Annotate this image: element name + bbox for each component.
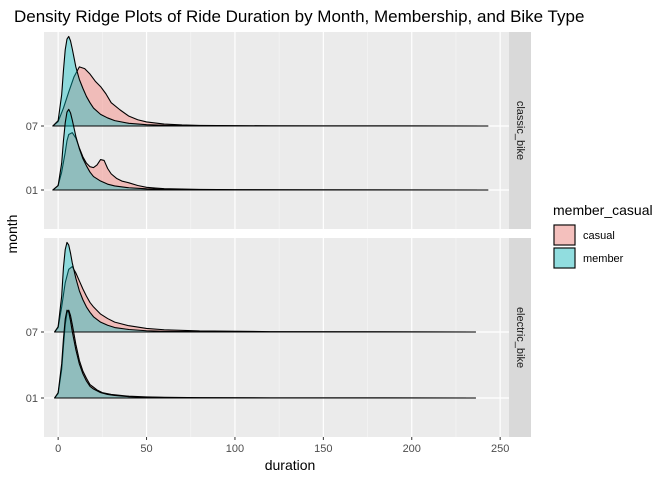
y-tick-label: 01 <box>26 393 38 405</box>
facet-classic-bike: classic_bike 01 07 <box>26 32 531 229</box>
ridge-month-07 <box>52 35 489 127</box>
legend-items: casual member <box>553 224 624 269</box>
legend-title: member_casual <box>553 202 653 218</box>
density-casual-07 <box>54 266 476 333</box>
facet-electric-bike: electric_bike 01 07 <box>26 238 531 437</box>
legend: member_casual casual member <box>553 202 653 269</box>
facet-strip <box>509 32 531 229</box>
facet-strip-label: electric_bike <box>514 307 526 368</box>
x-tick-label: 0 <box>55 443 61 455</box>
facet-strip-label: classic_bike <box>514 101 526 160</box>
density-member-01 <box>52 108 489 191</box>
y-axis-ticks: 01 07 <box>26 121 44 197</box>
chart-title: Density Ridge Plots of Ride Duration by … <box>14 7 584 26</box>
x-axis-title: duration <box>265 457 316 473</box>
x-tick-label: 250 <box>491 443 509 455</box>
legend-key-background <box>553 247 576 269</box>
panel-background <box>44 32 509 229</box>
ridge-month-01 <box>52 108 489 191</box>
x-tick-label: 150 <box>314 443 332 455</box>
y-axis-ticks: 01 07 <box>26 327 44 405</box>
legend-item-casual: casual <box>553 224 615 246</box>
density-member-07 <box>54 241 476 333</box>
density-member-01 <box>54 309 476 399</box>
legend-swatch-member <box>553 247 576 269</box>
x-tick-label: 50 <box>140 443 152 455</box>
y-tick-label: 01 <box>26 185 38 197</box>
legend-item-member: member <box>553 247 624 269</box>
ridges <box>54 241 476 399</box>
y-tick-label: 07 <box>26 327 38 339</box>
x-tick-label: 200 <box>403 443 421 455</box>
x-axis: 0 50 100 150 200 250 <box>55 437 509 455</box>
ridges <box>52 35 489 191</box>
legend-label: member <box>583 253 624 265</box>
y-axis-title: month <box>4 215 20 254</box>
ridge-month-07 <box>54 241 476 333</box>
legend-swatch-casual <box>553 224 576 246</box>
density-member-07 <box>52 35 489 127</box>
legend-label: casual <box>583 230 615 242</box>
panel-background <box>44 238 509 437</box>
facet-strip <box>509 238 531 437</box>
y-tick-label: 07 <box>26 121 38 133</box>
x-tick-label: 100 <box>226 443 244 455</box>
legend-key-background <box>553 224 576 246</box>
ridge-month-01 <box>54 309 476 399</box>
